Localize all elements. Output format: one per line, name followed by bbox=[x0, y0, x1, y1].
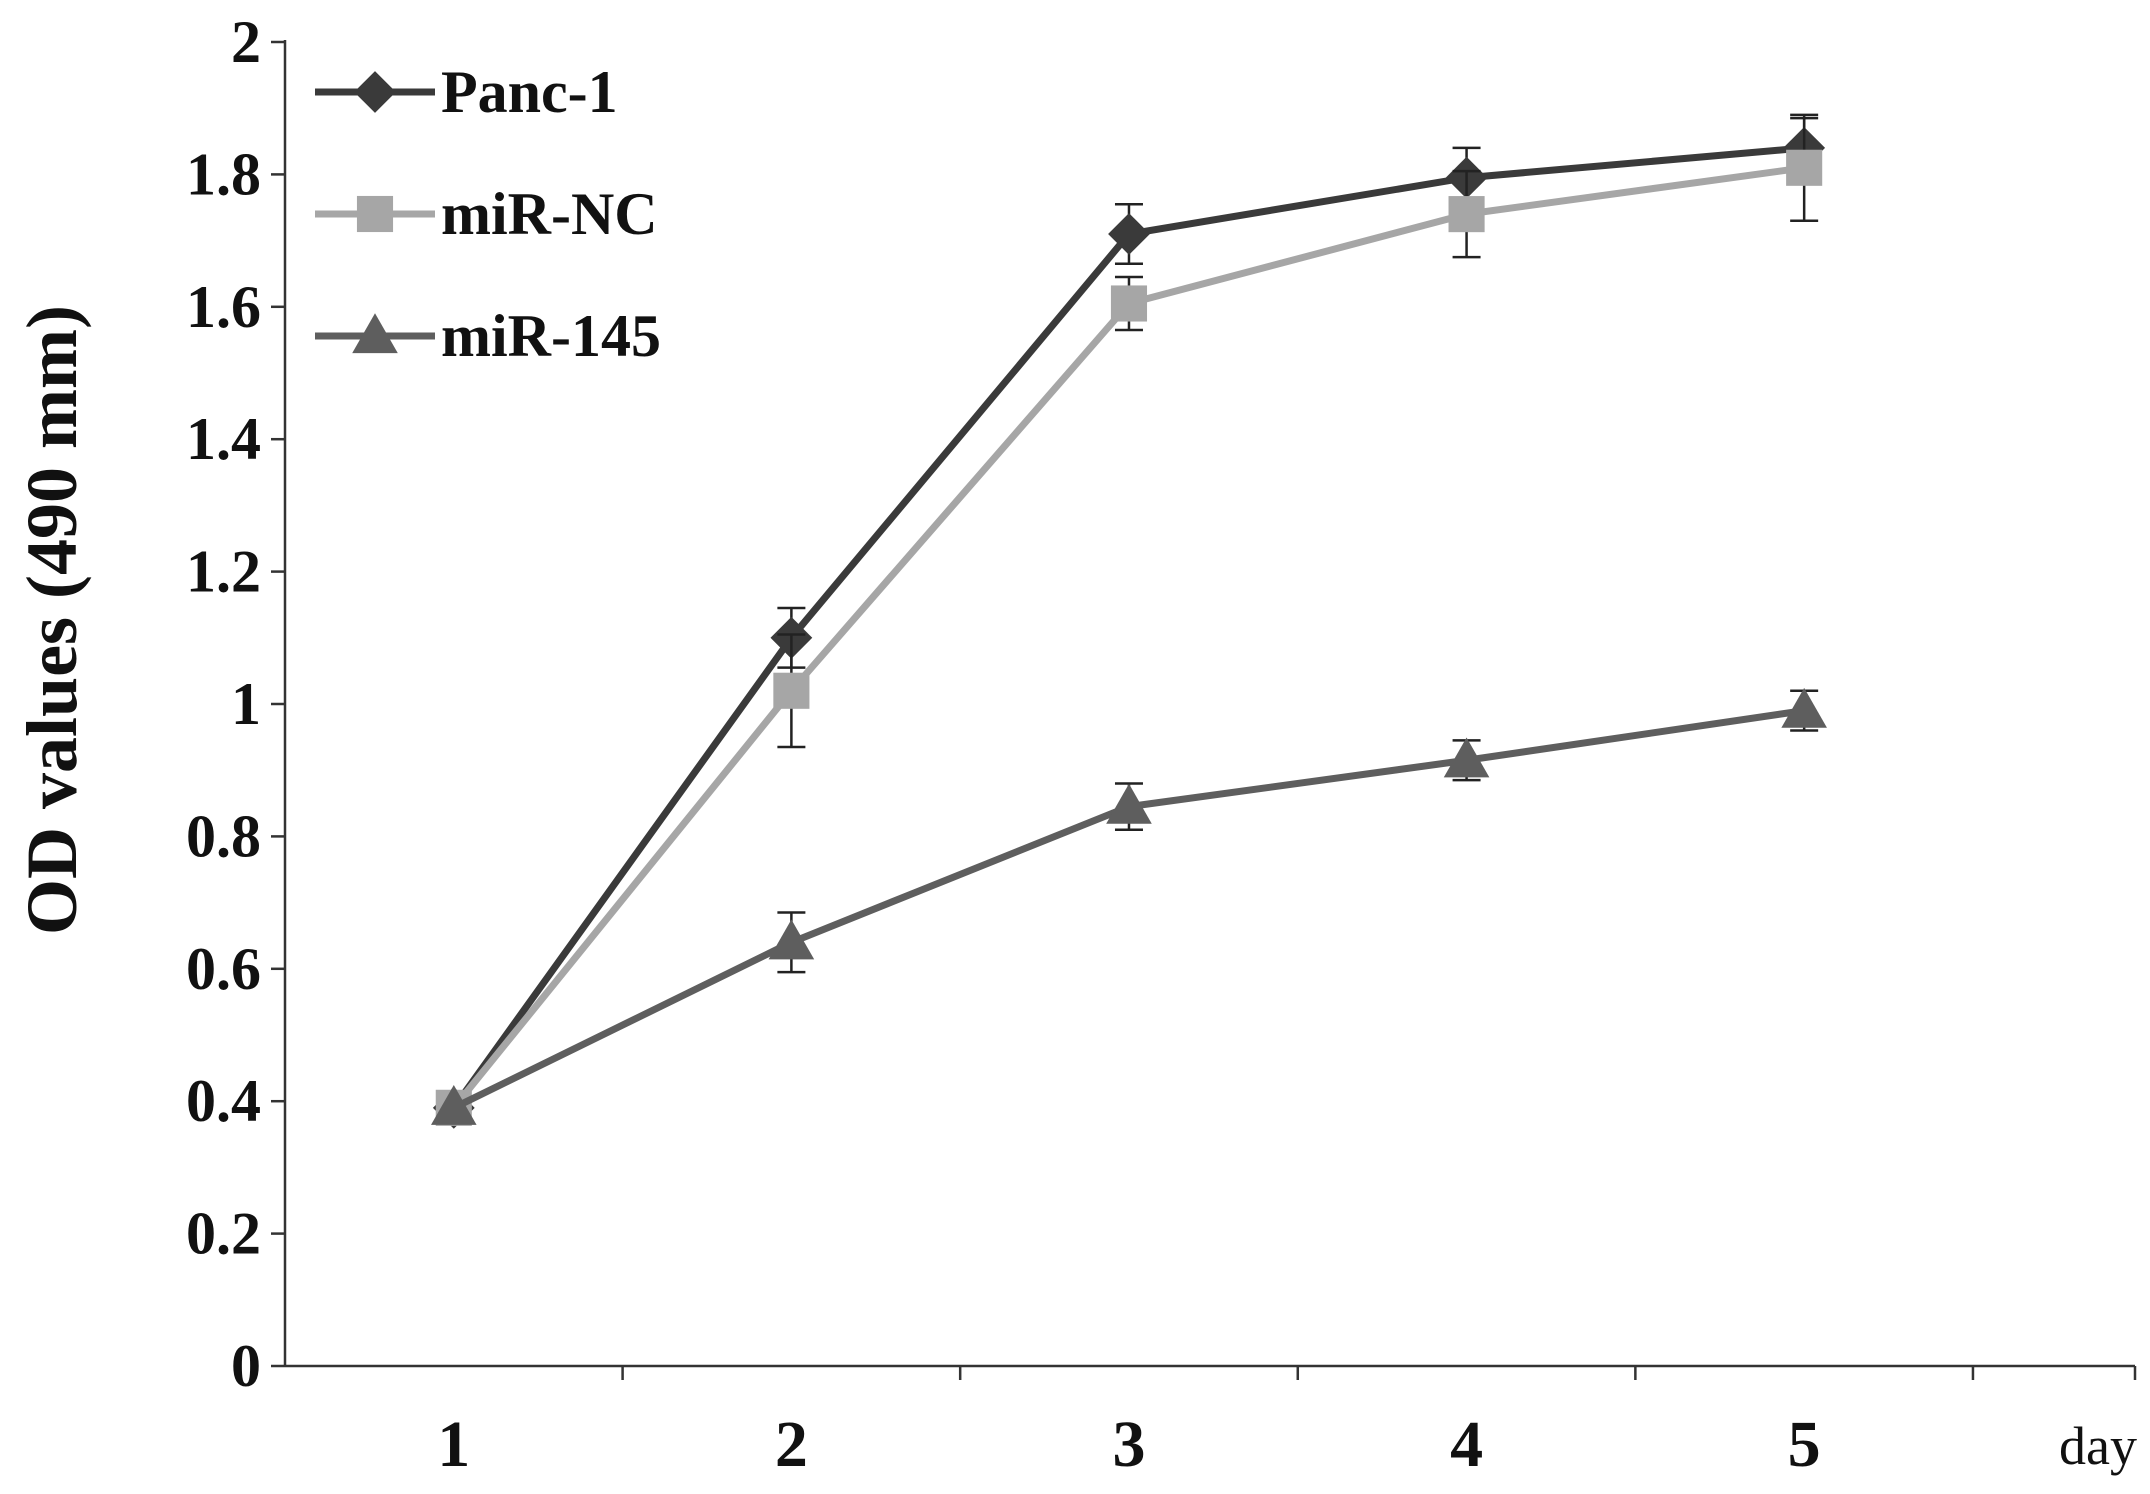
legend-marker bbox=[356, 195, 394, 233]
x-tick-label: 4 bbox=[1450, 1408, 1483, 1481]
data-point bbox=[1106, 783, 1152, 824]
legend-label: miR-NC bbox=[441, 181, 658, 247]
x-axis-unit-label: day bbox=[2059, 1416, 2137, 1476]
axes bbox=[271, 40, 2137, 1380]
legend-item: miR-145 bbox=[315, 303, 661, 369]
data-point bbox=[1448, 196, 1485, 233]
legend-label: miR-145 bbox=[441, 303, 661, 369]
data-point bbox=[1443, 737, 1490, 778]
x-tick-label: 2 bbox=[775, 1408, 808, 1481]
tick-labels: 0 0.2 0.4 0.6 0.8 1 1.2 1.4 1.6 1.8 2 1 2 3 4 5 bbox=[186, 9, 1821, 1481]
legend: Panc-1 miR-NC miR-145 bbox=[315, 59, 661, 369]
y-tick-label: 2 bbox=[231, 9, 261, 75]
x-tick-label: 3 bbox=[1112, 1408, 1145, 1481]
y-tick-label: 0.2 bbox=[186, 1201, 261, 1267]
x-tick-label: 1 bbox=[437, 1408, 470, 1481]
data-point bbox=[1786, 149, 1823, 186]
data-point bbox=[1110, 285, 1148, 322]
data-point bbox=[430, 1085, 477, 1125]
y-tick-label: 1 bbox=[231, 671, 261, 737]
y-axis-title: OD values (490 mm) bbox=[12, 305, 92, 935]
data-point bbox=[768, 919, 815, 960]
legend-item: miR-NC bbox=[315, 181, 658, 247]
series-Panc-1 bbox=[432, 116, 1826, 1129]
x-tick-label: 5 bbox=[1788, 1408, 1821, 1481]
series-miR-NC bbox=[435, 113, 1823, 1126]
y-tick-label: 1.6 bbox=[186, 274, 261, 340]
legend-marker bbox=[352, 313, 398, 354]
series-line bbox=[452, 707, 1805, 1111]
y-tick-label: 0.4 bbox=[186, 1068, 261, 1134]
legend-marker bbox=[354, 71, 396, 113]
y-tick-label: 0.6 bbox=[186, 936, 261, 1002]
legend-item: Panc-1 bbox=[315, 59, 618, 125]
y-tick-label: 1.8 bbox=[186, 141, 261, 207]
legend-label: Panc-1 bbox=[441, 59, 618, 125]
y-tick-label: 1.2 bbox=[186, 539, 261, 605]
series-miR-145 bbox=[430, 687, 1827, 1125]
data-point bbox=[773, 672, 810, 709]
y-tick-label: 1.4 bbox=[186, 406, 261, 472]
data-point bbox=[1781, 687, 1827, 728]
data-point bbox=[1108, 213, 1150, 255]
series-layer bbox=[430, 113, 1827, 1129]
y-tick-label: 0 bbox=[231, 1333, 261, 1399]
y-tick-label: 0.8 bbox=[186, 803, 261, 869]
